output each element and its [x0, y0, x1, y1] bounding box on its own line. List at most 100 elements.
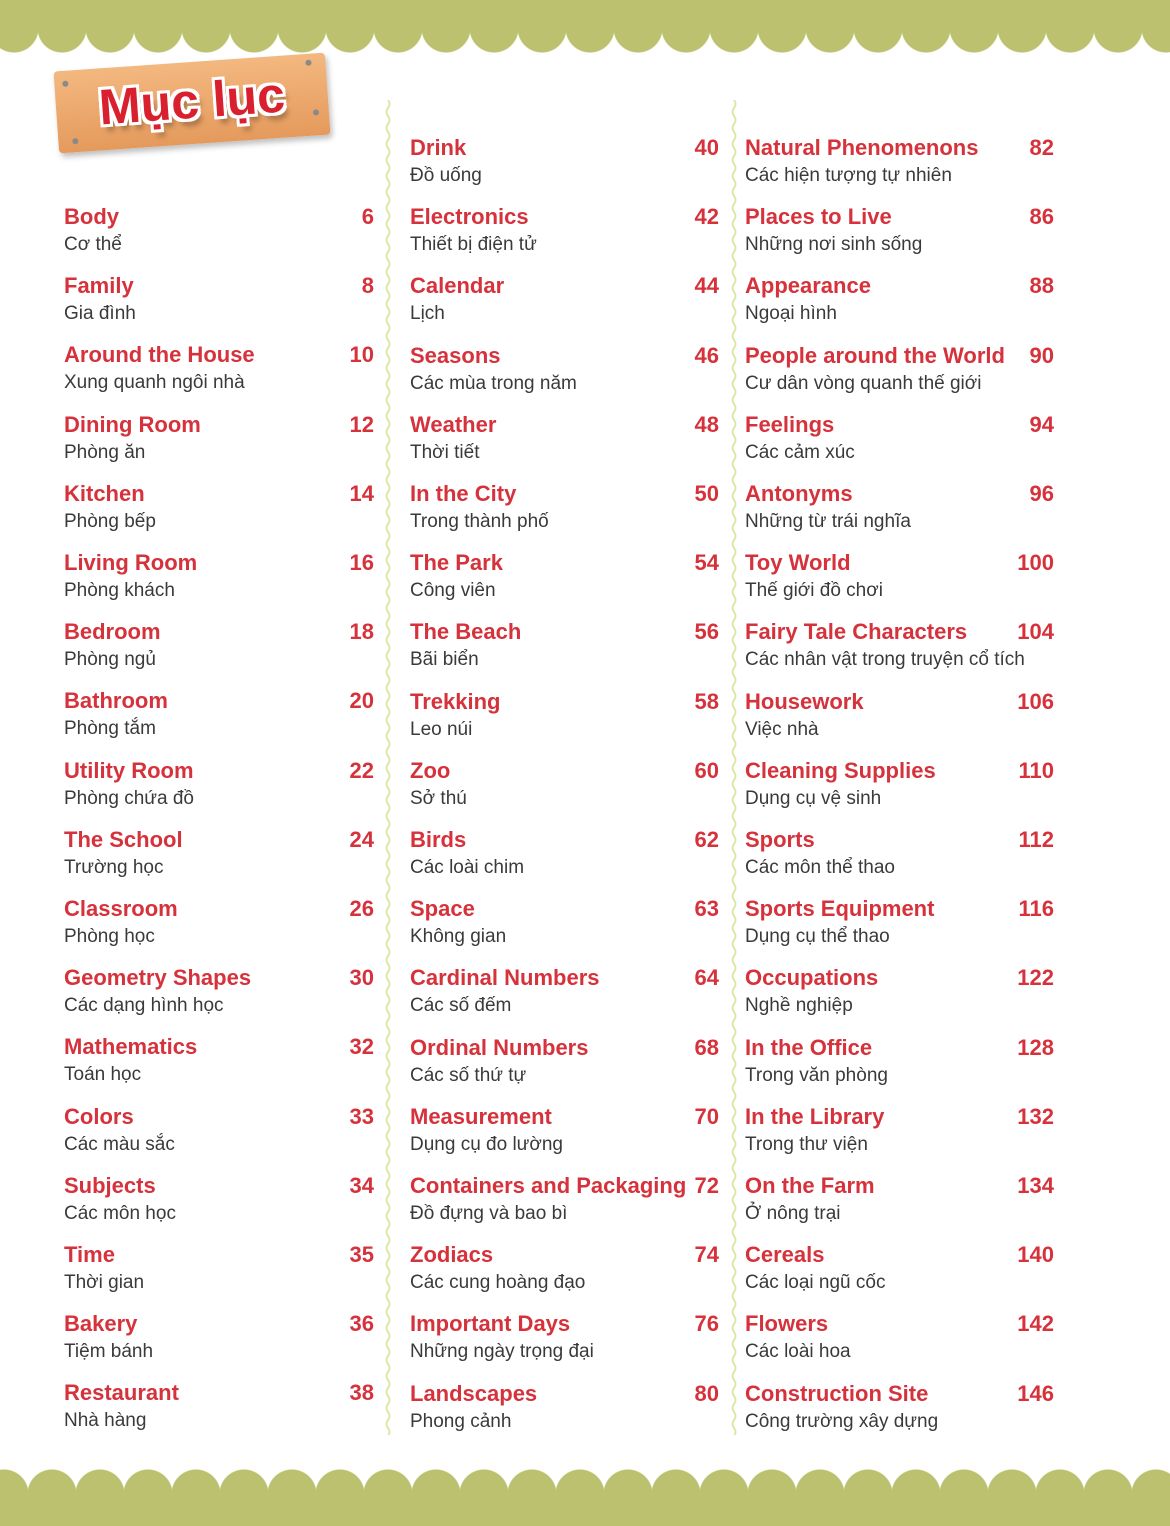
toc-entry[interactable]: The Beach Bãi biển 56 [410, 619, 719, 685]
toc-entry-page: 30 [349, 965, 374, 991]
toc-entry-subtitle: Các số đếm [410, 995, 512, 1017]
toc-entry-subtitle: Leo núi [410, 718, 473, 740]
toc-entry[interactable]: In the City Trong thành phố 50 [410, 481, 719, 547]
toc-entry-subtitle: Dụng cụ thể thao [745, 926, 890, 948]
toc-entry[interactable]: Ordinal Numbers Các số thứ tự 68 [410, 1035, 719, 1101]
toc-entry-subtitle: Trong thư viện [745, 1133, 868, 1155]
toc-entry[interactable]: Subjects Các môn học 34 [64, 1173, 374, 1239]
toc-entry[interactable]: People around the World Cư dân vòng quanh… [745, 343, 1054, 409]
toc-entry[interactable]: Cardinal Numbers Các số đếm 64 [410, 965, 719, 1031]
toc-entry[interactable]: Time Thời gian 35 [64, 1242, 374, 1308]
toc-entry[interactable]: Construction Site Công trường xây dựng 146 [745, 1381, 1054, 1447]
toc-entry-page: 50 [694, 481, 719, 506]
toc-entry-subtitle: Thế giới đồ chơi [745, 580, 883, 602]
toc-entry-title: Dining Room [64, 411, 201, 437]
toc-entry[interactable]: Toy World Thế giới đồ chơi 100 [745, 550, 1054, 616]
toc-entry[interactable]: Flowers Các loài hoa 142 [745, 1311, 1054, 1377]
toc-entry[interactable]: Classroom Phòng học 26 [64, 896, 374, 962]
toc-entry-subtitle: Công trường xây dựng [745, 1410, 939, 1432]
toc-entry[interactable]: Seasons Các mùa trong năm 46 [410, 343, 719, 409]
toc-entry-page: 32 [349, 1034, 374, 1060]
toc-entry-title: Landscapes [410, 1380, 538, 1406]
toc-entry-page: 134 [1017, 1173, 1054, 1198]
toc-entry[interactable]: Landscapes Phong cảnh 80 [410, 1381, 719, 1447]
toc-entry[interactable]: Housework Việc nhà 106 [745, 689, 1054, 755]
toc-entry[interactable]: Around the House Xung quanh ngôi nhà 10 [64, 342, 374, 408]
toc-entry[interactable]: On the Farm Ở nông trại 134 [745, 1173, 1054, 1239]
toc-entry[interactable]: Sports Equipment Dụng cụ thể thao 116 [745, 896, 1054, 962]
toc-entry-subtitle: Trong văn phòng [745, 1064, 888, 1086]
toc-entry[interactable]: Bakery Tiệm bánh 36 [64, 1311, 374, 1377]
toc-entry-subtitle: Phong cảnh [410, 1410, 512, 1432]
toc-entry[interactable]: Cereals Các loại ngũ cốc 140 [745, 1242, 1054, 1308]
top-border-band [0, 0, 1170, 30]
toc-entry[interactable]: Important Days Những ngày trọng đại 76 [410, 1311, 719, 1377]
toc-entry[interactable]: Feelings Các cảm xúc 94 [745, 412, 1054, 478]
toc-entry-title: Family [64, 273, 134, 299]
toc-entry[interactable]: Occupations Nghề nghiệp 122 [745, 965, 1054, 1031]
toc-entry-title: Electronics [410, 204, 529, 230]
toc-entry[interactable]: Family Gia đình 8 [64, 273, 374, 339]
toc-entry[interactable]: Zodiacs Các cung hoàng đạo 74 [410, 1242, 719, 1308]
page-title: Mục lục [97, 66, 287, 136]
toc-entry-title: Trekking [410, 688, 501, 714]
toc-entry-title: Drink [410, 135, 467, 160]
toc-entry[interactable]: Electronics Thiết bị điện tử 42 [410, 204, 719, 270]
toc-entry[interactable]: Fairy Tale Characters Các nhân vật trong … [745, 619, 1054, 685]
toc-entry[interactable]: Utility Room Phòng chứa đồ 22 [64, 758, 374, 824]
toc-entry-title: Ordinal Numbers [410, 1034, 589, 1060]
toc-entry[interactable]: The School Trường học 24 [64, 827, 374, 893]
toc-entry[interactable]: Mathematics Toán học 32 [64, 1034, 374, 1100]
toc-entry-subtitle: Thiết bị điện tử [410, 234, 537, 256]
toc-entry[interactable]: Bathroom Phòng tắm 20 [64, 688, 374, 754]
toc-entry-subtitle: Phòng bếp [64, 510, 156, 532]
toc-entry-title: Bakery [64, 1311, 138, 1337]
toc-entry-subtitle: Dụng cụ đo lường [410, 1133, 563, 1155]
toc-entry[interactable]: Drink Đồ uống 40 [410, 135, 719, 201]
toc-entry[interactable]: Measurement Dụng cụ đo lường 70 [410, 1104, 719, 1170]
toc-entry-title: Fairy Tale Characters [745, 619, 968, 645]
toc-entry-title: Classroom [64, 896, 178, 921]
toc-entry[interactable]: Body Cơ thể 6 [64, 204, 374, 270]
toc-entry[interactable]: Cleaning Supplies Dụng cụ vệ sinh 110 [745, 758, 1054, 824]
toc-entry[interactable]: Space Không gian 63 [410, 896, 719, 962]
toc-entry-page: 122 [1017, 965, 1054, 991]
toc-entry-title: Feelings [745, 411, 835, 437]
toc-entry-subtitle: Các cảm xúc [745, 441, 855, 463]
toc-entry[interactable]: Trekking Leo núi 58 [410, 689, 719, 755]
toc-entry-page: 60 [694, 757, 719, 783]
toc-entry-title: Geometry Shapes [64, 965, 252, 991]
toc-entry[interactable]: Containers and Packaging Đồ đựng và bao b… [410, 1173, 719, 1239]
toc-entry-page: 106 [1017, 688, 1054, 714]
toc-entry-page: 94 [1029, 411, 1054, 437]
toc-entry[interactable]: Bedroom Phòng ngủ 18 [64, 619, 374, 685]
toc-entry[interactable]: Zoo Sở thú 60 [410, 758, 719, 824]
column-divider [731, 100, 737, 1435]
toc-entry[interactable]: Sports Các môn thể thao 112 [745, 827, 1054, 893]
toc-entry[interactable]: Calendar Lịch 44 [410, 273, 719, 339]
toc-entry-subtitle: Phòng ngủ [64, 649, 156, 671]
toc-entry[interactable]: Restaurant Nhà hàng 38 [64, 1380, 374, 1446]
toc-entry[interactable]: In the Office Trong văn phòng 128 [745, 1035, 1054, 1101]
toc-entry-subtitle: Trường học [64, 856, 164, 878]
toc-entry-subtitle: Sở thú [410, 787, 467, 809]
toc-entry-page: 116 [1018, 896, 1055, 922]
toc-entry-page: 58 [694, 688, 719, 714]
toc-entry-title: Time [64, 1242, 115, 1267]
toc-entry[interactable]: Natural Phenomenons Các hiện tượng tự nhi… [745, 135, 1054, 201]
toc-entry-page: 14 [349, 480, 374, 506]
toc-entry[interactable]: Appearance Ngoại hình 88 [745, 273, 1054, 339]
toc-entry[interactable]: Places to Live Những nơi sinh sống 86 [745, 204, 1054, 270]
toc-entry[interactable]: Living Room Phòng khách 16 [64, 550, 374, 616]
toc-entry-title: Cardinal Numbers [410, 965, 600, 991]
toc-entry[interactable]: Geometry Shapes Các dạng hình học 30 [64, 965, 374, 1031]
toc-entry[interactable]: In the Library Trong thư viện 132 [745, 1104, 1054, 1170]
toc-entry[interactable]: Colors Các màu sắc 33 [64, 1104, 374, 1170]
toc-entry[interactable]: Antonyms Những từ trái nghĩa 96 [745, 481, 1054, 547]
toc-entry[interactable]: Kitchen Phòng bếp 14 [64, 481, 374, 547]
toc-entry[interactable]: Birds Các loài chim 62 [410, 827, 719, 893]
toc-entry[interactable]: Weather Thời tiết 48 [410, 412, 719, 478]
toc-entry[interactable]: Dining Room Phòng ăn 12 [64, 412, 374, 478]
toc-entry-title: Natural Phenomenons [745, 135, 979, 160]
toc-entry[interactable]: The Park Công viên 54 [410, 550, 719, 616]
